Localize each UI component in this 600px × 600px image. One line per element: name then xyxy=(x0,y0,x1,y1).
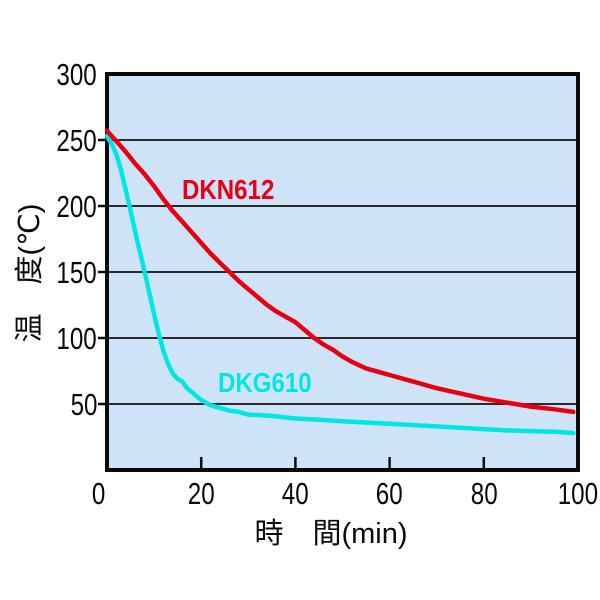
x-axis-title: 時 間(min) xyxy=(254,518,408,550)
x-tick-label-40: 40 xyxy=(281,476,309,511)
series-label-dkn612: DKN612 xyxy=(182,174,275,205)
x-tick-label-0: 0 xyxy=(92,476,106,511)
x-tick-label-100: 100 xyxy=(557,476,599,511)
curve-dkn612 xyxy=(104,128,576,415)
series-label-dkg610: DKG610 xyxy=(218,367,312,398)
y-tick-label-250: 250 xyxy=(56,123,97,158)
x-tick-label-60: 60 xyxy=(376,476,404,511)
curve-dkg610 xyxy=(104,133,576,436)
x-tick-label-20: 20 xyxy=(187,476,215,511)
x-tick-label-80: 80 xyxy=(470,476,498,511)
plot-border xyxy=(105,72,580,472)
y-tick-label-200: 200 xyxy=(56,189,97,224)
y-tick-label-100: 100 xyxy=(56,321,97,356)
y-tick-label-50: 50 xyxy=(70,387,97,422)
y-axis-title: 温 度(℃) xyxy=(14,203,46,343)
y-tick-label-150: 150 xyxy=(56,255,97,290)
y-tick-label-300: 300 xyxy=(56,57,97,92)
